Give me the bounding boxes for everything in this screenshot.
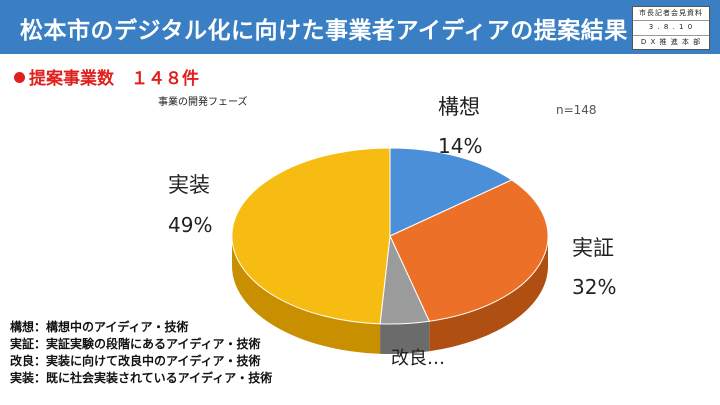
legend-item-kairyou: 改良：実装に向けて改良中のアイディア・技術 (10, 354, 261, 368)
chart-title: 事業の開発フェーズ (158, 97, 248, 108)
pie-slice-1 (389, 179, 549, 322)
phase-legend: 構想：構想中のアイディア・技術 実証：実証実験の段階にあるアイディア・技術 改良… (10, 319, 272, 387)
header-bar: 松本市のデジタル化に向けた事業者アイディアの提案結果 市長記者会見資料 3 . … (0, 0, 720, 54)
slice-label-0: 構想 (438, 95, 480, 119)
slice-value-1: 32% (572, 275, 616, 299)
stamp-line-2: 3 . 8 . 1 0 (633, 21, 709, 36)
page-title: 松本市のデジタル化に向けた事業者アイディアの提案結果 (20, 18, 628, 44)
legend-item-jisshou: 実証：実証実験の段階にあるアイディア・技術 (10, 337, 261, 351)
pie-labels: 構想 14% 実証 32% 改良… 実装 49% (168, 95, 616, 369)
pie-tops (231, 147, 549, 325)
proposal-count-headline: 提案事業数 １４８件 (14, 64, 199, 89)
pie-slice-0 (389, 147, 513, 237)
slice-label-3: 実装 (168, 173, 210, 197)
pie-side-3 (231, 236, 381, 354)
legend-item-jissou: 実装：既に社会実装されているアイディア・技術 (10, 371, 273, 385)
stamp-line-3: D X 推 進 本 部 (640, 37, 702, 46)
pie-slice-3 (231, 147, 391, 325)
slice-value-0: 14% (438, 134, 482, 158)
slice-label-1: 実証 (572, 236, 614, 260)
pie-sides (231, 236, 548, 355)
legend-item-kousou: 構想：構想中のアイディア・技術 (10, 320, 189, 334)
slice-value-3: 49% (168, 213, 212, 237)
pie-side-1 (429, 236, 548, 352)
document-stamp: 市長記者会見資料 3 . 8 . 1 0 D X 推 進 本 部 (632, 6, 710, 50)
sample-size-note: n=148 (556, 103, 597, 117)
bullet-icon (14, 72, 25, 83)
stamp-line-1: 市長記者会見資料 (633, 7, 709, 22)
pie-side-2 (380, 321, 430, 355)
slice-label-2: 改良… (391, 348, 445, 369)
proposal-count-text: 提案事業数 １４８件 (29, 69, 199, 89)
